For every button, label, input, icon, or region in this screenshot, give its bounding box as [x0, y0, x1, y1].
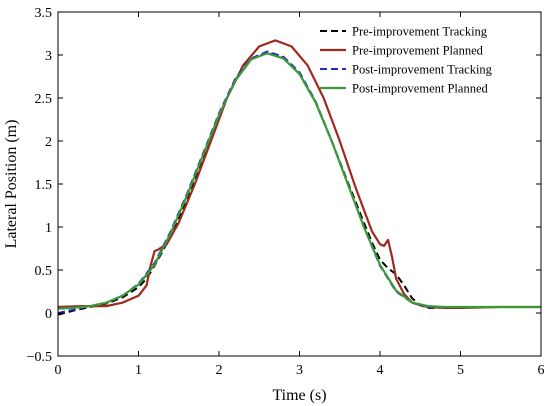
y-tick-label: 0.5 — [35, 264, 53, 279]
x-tick-label: 4 — [377, 363, 384, 378]
y-tick-label: 2 — [45, 135, 52, 150]
y-tick-label: 1 — [45, 221, 52, 236]
legend-label-3: Post-improvement Tracking — [352, 63, 493, 77]
y-tick-label: 3 — [45, 49, 52, 64]
x-tick-label: 0 — [55, 363, 62, 378]
x-tick-label: 5 — [457, 363, 464, 378]
plot-area — [58, 39, 541, 316]
x-tick-label: 6 — [538, 363, 545, 378]
x-axis-title: Time (s) — [272, 387, 326, 404]
y-tick-label: −0.5 — [27, 350, 52, 365]
series-line-4 — [58, 52, 541, 310]
series-lines — [58, 39, 541, 316]
y-axis-title: Lateral Position (m) — [3, 120, 20, 249]
series-line-2 — [58, 39, 541, 309]
y-tick-label: 1.5 — [35, 178, 53, 193]
y-tick-label: 0 — [45, 307, 52, 322]
y-tick-label: 3.5 — [35, 6, 53, 21]
x-tick-label: 2 — [216, 363, 223, 378]
x-tick-label: 3 — [296, 363, 303, 378]
x-tick-label: 1 — [135, 363, 142, 378]
y-tick-label: 2.5 — [35, 92, 53, 107]
legend-label-2: Pre-improvement Planned — [352, 44, 484, 58]
legend-label-4: Post-improvement Planned — [352, 82, 488, 96]
axes: 0 1 2 3 4 5 6−0.500.511.522.533.5 — [27, 6, 545, 378]
legend-label-1: Pre-improvement Tracking — [352, 25, 488, 39]
legend: Pre-improvement Tracking Pre-improvement … — [320, 25, 493, 96]
